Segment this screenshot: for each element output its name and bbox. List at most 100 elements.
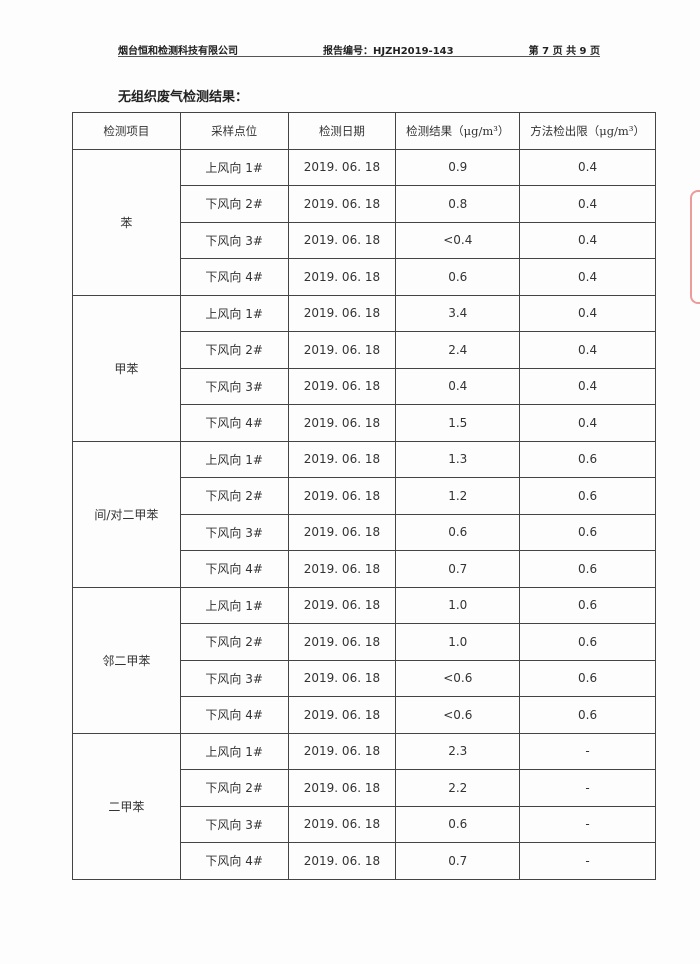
column-header: 检测结果（μg/m³） — [395, 112, 521, 150]
location-cell: 下风向 2# — [179, 185, 289, 223]
limit-cell: 0.4 — [519, 367, 656, 405]
date-cell: 2019. 06. 18 — [287, 805, 397, 843]
result-cell: <0.6 — [395, 696, 521, 734]
result-cell: 0.6 — [395, 513, 521, 551]
limit-cell: 0.6 — [519, 659, 656, 697]
limit-cell: 0.4 — [519, 148, 656, 186]
table-row: 下风向 4# 2019. 06. 18 <0.6 0.6 — [73, 696, 656, 734]
result-cell: 1.3 — [395, 440, 521, 478]
date-cell: 2019. 06. 18 — [287, 367, 397, 405]
date-cell: 2019. 06. 18 — [287, 623, 397, 661]
location-cell: 下风向 3# — [179, 513, 289, 551]
table-row: 下风向 2# 2019. 06. 18 2.4 0.4 — [73, 331, 656, 369]
table-row: 下风向 4# 2019. 06. 18 0.6 0.4 — [73, 258, 656, 296]
table-row: 下风向 3# 2019. 06. 18 0.6 0.6 — [73, 513, 656, 551]
table-row: 下风向 2# 2019. 06. 18 0.8 0.4 — [73, 185, 656, 223]
page-number: 第 7 页 共 9 页 — [528, 46, 600, 57]
company-name: 烟台恒和检测科技有限公司 — [118, 46, 238, 57]
result-cell: 0.7 — [395, 550, 521, 588]
result-cell: 0.4 — [395, 367, 521, 405]
item-cell: 间/对二甲苯 — [72, 440, 181, 588]
item-cell: 二甲苯 — [72, 732, 181, 880]
results-table: 检测项目 采样点位 检测日期 检测结果（μg/m³） 方法检出限（μg/m³） 苯上风向… — [72, 112, 656, 880]
result-cell: 2.2 — [395, 769, 521, 807]
table-row: 下风向 3# 2019. 06. 18 0.4 0.4 — [73, 367, 656, 405]
table-row: 苯上风向 1# 2019. 06. 18 0.9 0.4 — [72, 148, 656, 296]
date-cell: 2019. 06. 18 — [287, 185, 397, 223]
limit-cell: 0.4 — [519, 185, 656, 223]
location-cell: 下风向 2# — [179, 623, 289, 661]
date-cell: 2019. 06. 18 — [287, 404, 397, 442]
limit-cell: 0.4 — [519, 221, 656, 259]
table-row: 邻二甲苯 上风向 1# 2019. 06. 18 1.0 0.6 — [72, 586, 656, 734]
table-row: 二甲苯 上风向 1# 2019. 06. 18 2.3- — [72, 732, 656, 880]
result-cell: 2.3 — [395, 732, 521, 770]
table-row: 下风向 3# 2019. 06. 18 0.6- — [73, 805, 656, 843]
result-cell: <0.6 — [395, 659, 521, 697]
limit-cell: 0.6 — [519, 440, 656, 478]
limit-cell: - — [519, 842, 656, 880]
limit-cell: 0.6 — [519, 623, 656, 661]
item-cell: 苯 — [72, 148, 181, 296]
limit-cell: 0.6 — [519, 477, 656, 515]
result-cell: 0.6 — [395, 258, 521, 296]
date-cell: 2019. 06. 18 — [287, 440, 397, 478]
date-cell: 2019. 06. 18 — [287, 659, 397, 697]
result-cell: 0.9 — [395, 148, 521, 186]
result-cell: 1.5 — [395, 404, 521, 442]
column-header: 采样点位 — [179, 112, 289, 150]
location-cell: 下风向 3# — [179, 659, 289, 697]
limit-cell: 0.4 — [519, 404, 656, 442]
result-cell: 0.6 — [395, 805, 521, 843]
limit-cell: 0.4 — [519, 331, 656, 369]
limit-cell: 0.4 — [519, 258, 656, 296]
column-header: 检测项目 — [72, 112, 181, 150]
date-cell: 2019. 06. 18 — [287, 477, 397, 515]
result-cell: <0.4 — [395, 221, 521, 259]
limit-cell: 0.6 — [519, 586, 656, 624]
location-cell: 上风向 1# — [179, 732, 289, 770]
location-cell: 下风向 2# — [179, 477, 289, 515]
section-title: 无组织废气检测结果： — [118, 90, 249, 105]
result-cell: 0.7 — [395, 842, 521, 880]
table-row: 下风向 2# 2019. 06. 18 2.2- — [73, 769, 656, 807]
location-cell: 上风向 1# — [179, 294, 289, 332]
page-header: 烟台恒和检测科技有限公司 报告编号：HJZH2019-143 第 7 页 共 9… — [118, 40, 600, 57]
location-cell: 下风向 4# — [179, 696, 289, 734]
table-row: 下风向 3# 2019. 06. 18 <0.6 0.6 — [73, 659, 656, 697]
location-cell: 下风向 4# — [179, 842, 289, 880]
location-cell: 上风向 1# — [179, 440, 289, 478]
location-cell: 下风向 2# — [179, 331, 289, 369]
table-header-row: 检测项目 采样点位 检测日期 检测结果（μg/m³） 方法检出限（μg/m³） — [72, 112, 656, 150]
table-row: 甲苯 上风向 1# 2019. 06. 18 3.4 0.4 — [72, 294, 656, 442]
date-cell: 2019. 06. 18 — [287, 331, 397, 369]
date-cell: 2019. 06. 18 — [287, 842, 397, 880]
column-header: 方法检出限（μg/m³） — [519, 112, 656, 150]
location-cell: 下风向 3# — [179, 221, 289, 259]
result-cell: 1.2 — [395, 477, 521, 515]
limit-cell: 0.6 — [519, 513, 656, 551]
column-header: 检测日期 — [287, 112, 397, 150]
date-cell: 2019. 06. 18 — [287, 148, 397, 186]
location-cell: 上风向 1# — [179, 586, 289, 624]
table-row: 下风向 3# 2019. 06. 18 <0.4 0.4 — [73, 221, 656, 259]
date-cell: 2019. 06. 18 — [287, 221, 397, 259]
result-cell: 1.0 — [395, 586, 521, 624]
limit-cell: 0.6 — [519, 696, 656, 734]
limit-cell: 0.4 — [519, 294, 656, 332]
result-cell: 1.0 — [395, 623, 521, 661]
date-cell: 2019. 06. 18 — [287, 586, 397, 624]
report-number: 报告编号：HJZH2019-143 — [323, 46, 454, 57]
date-cell: 2019. 06. 18 — [287, 732, 397, 770]
limit-cell: - — [519, 732, 656, 770]
result-cell: 0.8 — [395, 185, 521, 223]
table-row: 下风向 4# 2019. 06. 18 0.7- — [73, 842, 656, 880]
item-cell: 邻二甲苯 — [72, 586, 181, 734]
location-cell: 上风向 1# — [179, 148, 289, 186]
date-cell: 2019. 06. 18 — [287, 513, 397, 551]
result-cell: 2.4 — [395, 331, 521, 369]
date-cell: 2019. 06. 18 — [287, 294, 397, 332]
location-cell: 下风向 4# — [179, 258, 289, 296]
table-row: 下风向 4# 2019. 06. 18 1.5 0.4 — [73, 404, 656, 442]
